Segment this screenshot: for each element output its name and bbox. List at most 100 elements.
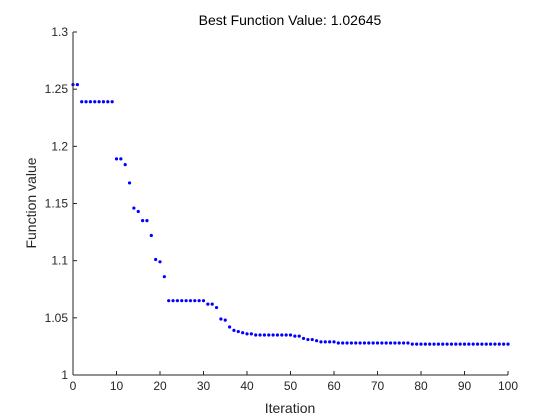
data-point [119, 157, 123, 161]
data-point [193, 299, 197, 303]
y-tick-label: 1.25 [45, 82, 69, 96]
y-tick-label: 1 [61, 368, 68, 382]
data-point [228, 325, 232, 329]
data-point [310, 337, 314, 342]
data-point [423, 342, 427, 346]
data-point [336, 341, 340, 345]
y-tick-label: 1.15 [45, 197, 69, 211]
data-point [415, 342, 419, 346]
data-point [419, 342, 423, 346]
data-point [406, 341, 410, 345]
plot-area [73, 32, 508, 375]
x-tick-label: 0 [70, 379, 77, 393]
data-point [106, 100, 110, 104]
data-point [349, 341, 353, 345]
data-point [162, 275, 166, 279]
data-point [75, 82, 79, 87]
data-point [93, 100, 97, 104]
data-point [502, 342, 506, 346]
data-point [410, 342, 414, 346]
data-point [80, 100, 84, 104]
data-point [101, 100, 106, 104]
data-point [471, 342, 475, 346]
x-axis-label: Iteration [265, 400, 316, 416]
data-point [332, 340, 336, 344]
data-point [462, 342, 467, 346]
x-tick-label: 30 [197, 379, 211, 393]
data-point [197, 299, 201, 303]
axis-ticks [72, 31, 509, 376]
x-tick-label: 50 [284, 379, 298, 393]
data-series [71, 82, 510, 346]
data-point [84, 100, 88, 104]
data-point [136, 209, 140, 214]
data-point [397, 341, 401, 345]
data-point [436, 342, 440, 346]
data-point [432, 342, 436, 346]
data-point [241, 331, 245, 335]
data-point [402, 341, 406, 345]
data-point [141, 219, 145, 223]
data-point [354, 341, 358, 345]
data-point [475, 342, 480, 346]
data-point [328, 340, 332, 344]
data-point [297, 334, 301, 338]
data-point [428, 342, 432, 346]
data-point [123, 163, 127, 167]
data-point [445, 342, 449, 346]
data-point [171, 299, 175, 303]
data-point [232, 328, 236, 333]
data-point [127, 181, 132, 185]
y-tick-label: 1.2 [51, 139, 68, 153]
data-point [180, 299, 184, 303]
data-point [454, 342, 458, 346]
data-point [467, 342, 471, 346]
x-tick-label: 80 [414, 379, 428, 393]
data-point [489, 342, 493, 346]
data-point [245, 332, 249, 336]
data-point [88, 100, 92, 104]
data-point [132, 206, 136, 210]
x-tick-labels: 0 10 20 30 40 50 60 70 80 90 100 [70, 379, 519, 393]
data-point [188, 299, 193, 303]
y-tick-label: 1.3 [51, 25, 68, 39]
x-tick-label: 10 [110, 379, 124, 393]
x-tick-label: 100 [498, 379, 518, 393]
data-point [341, 341, 345, 345]
y-tick-labels: 1 1.05 1.1 1.15 1.2 1.25 1.3 [45, 25, 69, 382]
data-point [184, 299, 188, 303]
data-point [280, 333, 284, 337]
data-point [497, 342, 501, 346]
data-point [388, 341, 393, 345]
data-point [210, 302, 214, 306]
data-point [301, 336, 306, 341]
data-point [249, 332, 253, 336]
x-tick-label: 70 [371, 379, 385, 393]
data-point [154, 257, 158, 262]
data-point [175, 299, 179, 303]
data-point [323, 340, 327, 344]
data-point [267, 333, 271, 337]
x-tick-label: 40 [240, 379, 254, 393]
data-point [441, 342, 445, 346]
data-point [380, 341, 384, 345]
data-point [358, 341, 362, 345]
data-point [362, 341, 367, 345]
chart-title: Best Function Value: 1.02645 [199, 12, 382, 28]
x-tick-label: 90 [458, 379, 472, 393]
data-point [236, 329, 240, 334]
data-point [149, 233, 153, 238]
data-point [201, 299, 206, 303]
data-point [214, 305, 219, 310]
data-point [258, 333, 262, 337]
y-axis-label: Function value [23, 157, 39, 248]
data-point [371, 341, 375, 345]
y-tick-label: 1.05 [45, 311, 69, 325]
x-tick-label: 20 [153, 379, 167, 393]
data-point [480, 342, 484, 346]
data-point [293, 334, 297, 338]
data-point [319, 340, 323, 344]
data-point [493, 342, 497, 346]
data-point [345, 341, 349, 345]
